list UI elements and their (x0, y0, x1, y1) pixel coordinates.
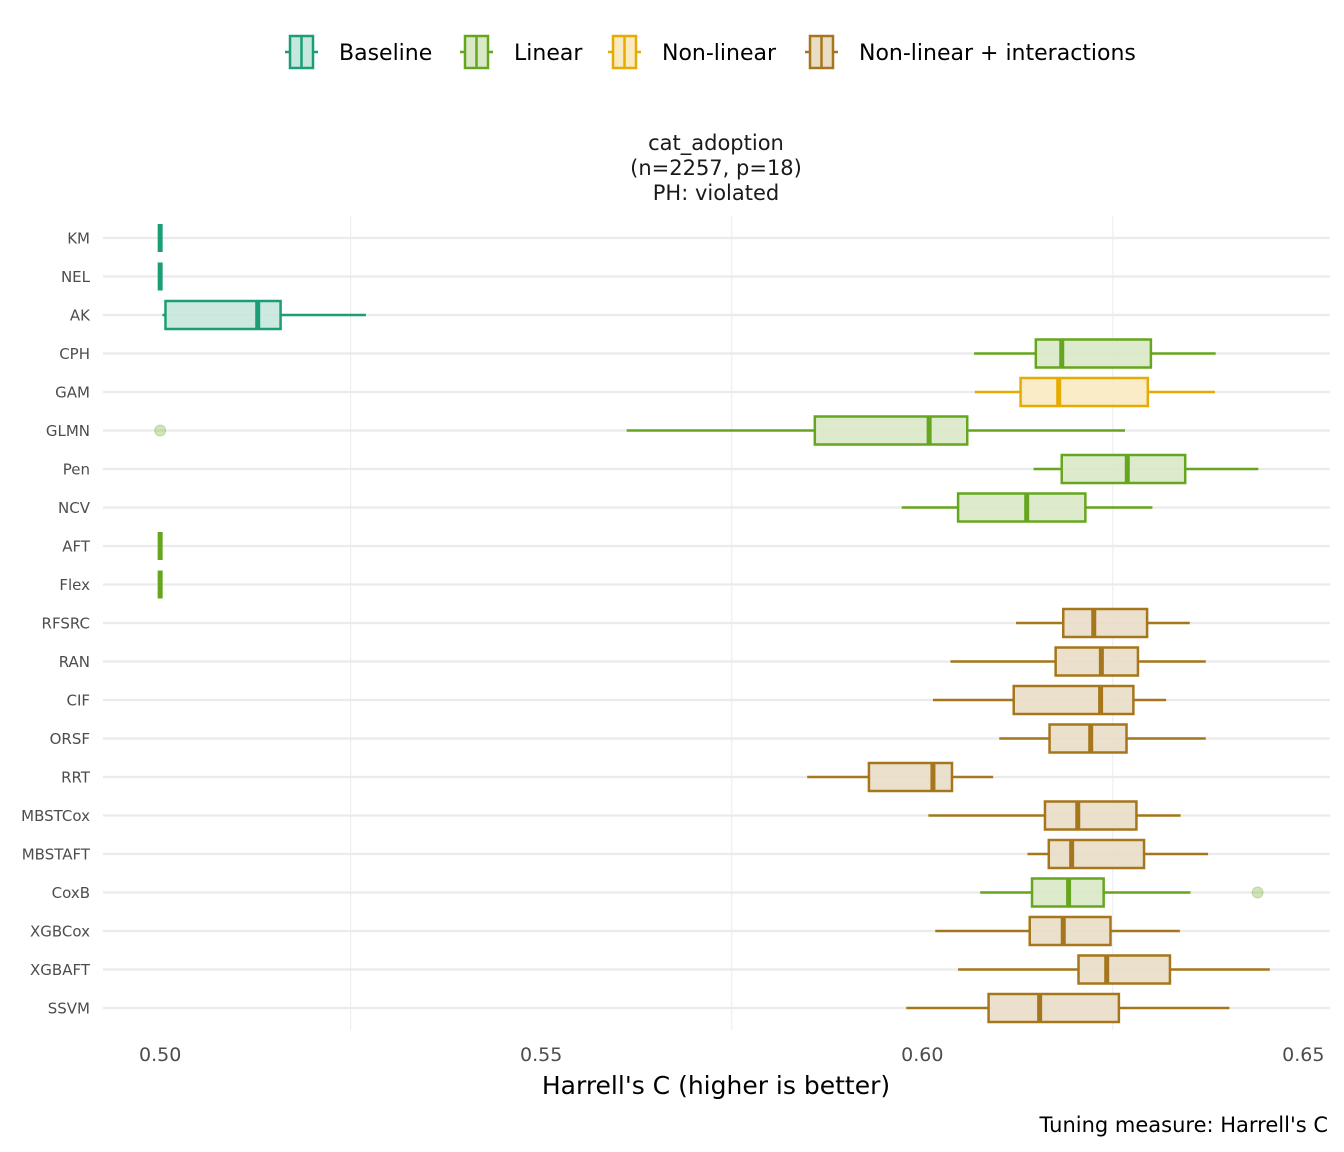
x-tick-label: 0.55 (520, 1044, 562, 1066)
iqr-box (867, 761, 954, 793)
y-tick-label-ak: AK (70, 307, 91, 325)
box-glmn (154, 415, 1125, 446)
boxes (154, 224, 1270, 1024)
box-coxb (980, 877, 1264, 908)
legend-item-linear: Linear (460, 34, 583, 70)
box-xgbaft (958, 954, 1270, 985)
y-tick-label-xgbaft: XGBAFT (30, 961, 91, 979)
legend-label: Non-linear + interactions (859, 41, 1136, 66)
y-tick-label-ncv: NCV (58, 499, 91, 517)
box-ncv (901, 492, 1153, 523)
x-tick-label: 0.50 (139, 1044, 181, 1066)
facet-title-line-3: PH: violated (653, 181, 780, 205)
caption: Tuning measure: Harrell's C (1039, 1113, 1328, 1137)
x-tick-label: 0.60 (901, 1044, 943, 1066)
y-tick-label-mbstcox: MBSTCox (21, 807, 90, 825)
outlier-point (1251, 886, 1264, 899)
iqr-box (1034, 338, 1153, 369)
y-tick-label-cif: CIF (66, 692, 90, 710)
x-tick-label: 0.65 (1282, 1044, 1324, 1066)
y-tick-label-glmn: GLMN (46, 422, 90, 440)
box-ran (950, 646, 1206, 677)
legend-label: Linear (514, 41, 583, 66)
legend-label: Baseline (339, 41, 432, 66)
box-xgbcox (935, 915, 1180, 947)
x-axis-tick-labels: 0.50 0.55 0.60 0.65 (139, 1044, 1324, 1066)
facet-title-line-1: cat_adoption (648, 131, 784, 156)
legend-item-baseline: Baseline (285, 34, 432, 70)
y-tick-label-rfsrc: RFSRC (42, 615, 90, 633)
legend-item-non-linear-interactions: Non-linear + interactions (805, 34, 1136, 70)
y-tick-label-nel: NEL (61, 268, 91, 286)
x-axis-label: Harrell's C (higher is better) (542, 1071, 890, 1100)
iqr-box (1062, 607, 1149, 639)
box-rrt (807, 761, 994, 793)
y-tick-label-gam: GAM (55, 384, 90, 402)
y-tick-label-orsf: ORSF (50, 730, 90, 748)
y-tick-label-coxb: CoxB (52, 884, 90, 902)
y-tick-label-mbstaft: MBSTAFT (22, 846, 91, 864)
box-ak (162, 299, 366, 331)
iqr-box (1048, 723, 1128, 754)
y-tick-label-rrt: RRT (61, 769, 91, 787)
y-tick-label-km: KM (67, 230, 90, 248)
box-cph (974, 338, 1216, 369)
box-rfsrc (1016, 607, 1190, 639)
box-mbstcox (928, 800, 1181, 831)
legend: Baseline Linear Non-linear Non-linear + int… (285, 34, 1136, 70)
iqr-box (1077, 954, 1172, 985)
y-tick-label-cph: CPH (59, 345, 90, 363)
legend-label: Non-linear (662, 41, 777, 66)
facet-title-line-2: (n=2257, p=18) (630, 156, 802, 180)
box-pen (1033, 453, 1259, 485)
box-ssvm (906, 992, 1230, 1024)
y-tick-label-ran: RAN (59, 653, 90, 671)
iqr-box (1019, 376, 1150, 408)
iqr-box (164, 299, 282, 331)
legend-item-non-linear: Non-linear (608, 34, 777, 70)
y-tick-label-flex: Flex (59, 576, 90, 594)
y-tick-label-aft: AFT (62, 538, 91, 556)
iqr-box (1060, 453, 1187, 485)
y-tick-label-xgbcox: XGBCox (30, 923, 90, 941)
iqr-box (1043, 800, 1138, 831)
box-orsf (999, 723, 1206, 754)
y-tick-label-pen: Pen (63, 461, 90, 479)
iqr-box (1028, 915, 1112, 947)
iqr-box (1012, 684, 1135, 716)
box-mbstaft (1027, 838, 1209, 870)
iqr-box (813, 415, 969, 446)
iqr-box (987, 992, 1121, 1024)
iqr-box (1047, 838, 1146, 870)
facet-title: cat_adoption (n=2257, p=18) PH: violated (630, 131, 802, 205)
outlier-point (154, 424, 167, 437)
y-axis-tick-labels: KM NEL AK CPH GAM GLMN Pen NCV AFT Flex RFSRC RAN CI… (21, 230, 91, 1018)
y-tick-label-ssvm: SSVM (48, 1000, 90, 1018)
box-gam (974, 376, 1215, 408)
box-cif (932, 684, 1167, 716)
iqr-box (956, 492, 1087, 523)
iqr-box (1054, 646, 1140, 677)
